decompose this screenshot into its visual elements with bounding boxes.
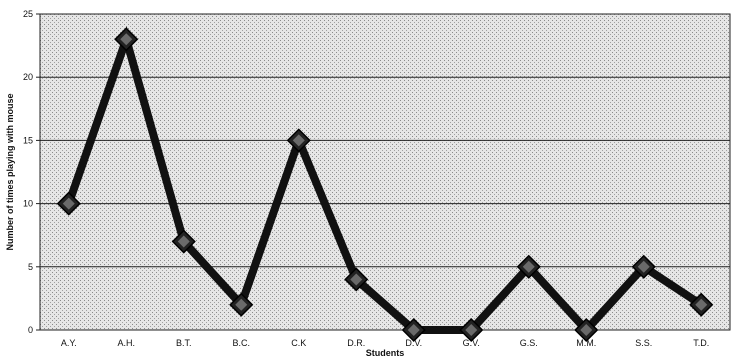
x-tick-label: A.H. [117, 338, 135, 348]
x-tick-label: G.S. [520, 338, 538, 348]
y-axis-title: Number of times playing with mouse [5, 93, 15, 250]
y-axis-ticks: 0 5 10 15 20 25 [23, 9, 40, 335]
data-point-marker-highlight [177, 235, 190, 248]
y-tick-label: 25 [23, 9, 33, 19]
x-tick-label: G.V. [463, 338, 480, 348]
data-point-marker-highlight [292, 134, 305, 147]
x-tick-label: S.S. [635, 338, 652, 348]
x-tick-label: B.T. [176, 338, 192, 348]
x-tick-label: A.Y. [61, 338, 77, 348]
data-point-marker-highlight [407, 324, 420, 336]
x-tick-label: C.K [291, 338, 306, 348]
y-tick-label: 0 [28, 325, 33, 335]
x-tick-label: T.D. [693, 338, 709, 348]
data-point-marker-highlight [522, 260, 535, 273]
data-point-marker-highlight [235, 298, 248, 311]
x-tick-label: B.C. [232, 338, 250, 348]
data-point-marker-highlight [637, 260, 650, 273]
data-point-marker-highlight [350, 273, 363, 286]
y-tick-label: 10 [23, 199, 33, 209]
y-tick-label: 20 [23, 72, 33, 82]
x-axis-ticks: A.Y. A.H. B.T. B.C. C.K D.R. D.V. G.V. G.S. M.M. S… [61, 338, 709, 348]
data-point-marker-highlight [580, 324, 593, 336]
data-point-marker-highlight [120, 33, 133, 46]
y-tick-label: 15 [23, 135, 33, 145]
series-layer [64, 26, 704, 336]
x-tick-label: M.M. [576, 338, 596, 348]
data-point-marker-highlight [62, 197, 75, 210]
x-tick-label: D.R. [347, 338, 365, 348]
series-line [64, 26, 704, 336]
y-tick-label: 5 [28, 262, 33, 272]
x-axis-title: Students [366, 348, 405, 358]
data-point-marker-highlight [695, 298, 708, 311]
plot-area [39, 13, 731, 331]
data-point-marker-highlight [465, 324, 478, 336]
marker-layer [56, 27, 714, 343]
x-tick-label: D.V. [405, 338, 422, 348]
